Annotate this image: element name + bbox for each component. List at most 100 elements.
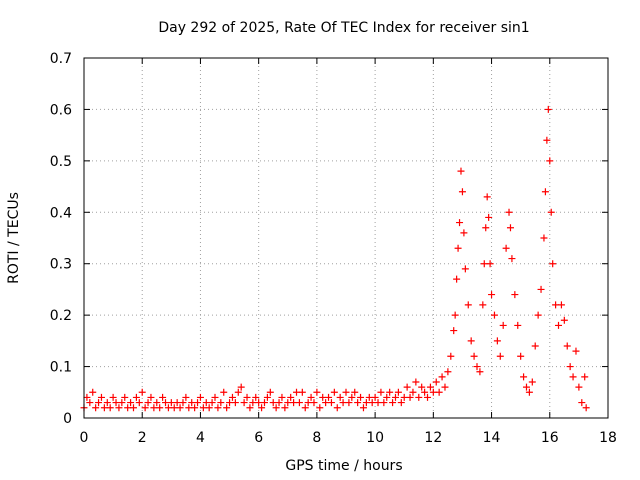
data-point — [258, 404, 266, 412]
x-tick-label: 0 — [80, 430, 89, 446]
data-point — [156, 404, 164, 412]
data-point — [223, 404, 231, 412]
data-point — [121, 393, 129, 401]
data-point — [377, 388, 385, 396]
data-point — [525, 388, 533, 396]
y-tick-label: 0.1 — [50, 360, 72, 376]
data-point — [454, 244, 462, 252]
data-point — [272, 404, 280, 412]
data-point — [159, 393, 167, 401]
data-point — [499, 321, 507, 329]
data-point — [275, 399, 283, 407]
x-tick-label: 10 — [366, 430, 384, 446]
data-point — [95, 399, 103, 407]
data-point — [540, 234, 548, 242]
data-point — [83, 393, 91, 401]
data-point — [506, 224, 514, 232]
data-point — [228, 393, 236, 401]
data-point — [534, 311, 542, 319]
data-point — [435, 388, 443, 396]
x-tick-label: 4 — [196, 430, 205, 446]
data-point — [572, 347, 580, 355]
data-point — [508, 255, 516, 263]
data-point — [351, 388, 359, 396]
data-point — [457, 167, 465, 175]
data-point — [386, 388, 394, 396]
data-point — [310, 399, 318, 407]
data-point — [196, 393, 204, 401]
data-point — [493, 337, 501, 345]
data-point — [129, 404, 137, 412]
data-point — [444, 368, 452, 376]
data-point — [153, 399, 161, 407]
data-point — [569, 373, 577, 381]
data-point — [543, 136, 551, 144]
x-tick-label: 12 — [424, 430, 442, 446]
data-point — [461, 265, 469, 273]
data-point — [246, 404, 254, 412]
data-point — [488, 291, 496, 299]
data-point — [409, 388, 417, 396]
data-point — [397, 399, 405, 407]
data-point — [421, 388, 429, 396]
data-point — [287, 393, 295, 401]
data-point — [394, 388, 402, 396]
data-point — [191, 404, 199, 412]
data-point — [485, 213, 493, 221]
data-point — [295, 399, 303, 407]
data-point — [473, 363, 481, 371]
data-point — [418, 383, 426, 391]
chart-title: Day 292 of 2025, Rate Of TEC Index for r… — [158, 20, 529, 36]
data-point — [520, 373, 528, 381]
data-point — [483, 193, 491, 201]
data-point — [132, 393, 140, 401]
data-point — [447, 352, 455, 360]
data-point — [537, 285, 545, 293]
data-point — [266, 388, 274, 396]
data-point — [426, 383, 434, 391]
x-tick-label: 2 — [138, 430, 147, 446]
data-point — [560, 316, 568, 324]
data-point — [479, 301, 487, 309]
data-point — [307, 393, 315, 401]
x-tick-label: 16 — [541, 430, 559, 446]
data-point — [460, 229, 468, 237]
data-point — [514, 321, 522, 329]
data-point — [415, 393, 423, 401]
x-tick-label: 6 — [254, 430, 263, 446]
data-point — [482, 224, 490, 232]
data-point — [441, 383, 449, 391]
data-point — [486, 260, 494, 268]
data-point — [92, 404, 100, 412]
data-point — [298, 388, 306, 396]
data-point — [359, 404, 367, 412]
data-point — [581, 373, 589, 381]
data-point — [141, 404, 149, 412]
data-point — [467, 337, 475, 345]
data-point — [354, 399, 362, 407]
data-point — [325, 393, 333, 401]
data-point — [205, 404, 213, 412]
data-point — [330, 388, 338, 396]
data-point — [464, 301, 472, 309]
data-point — [115, 404, 123, 412]
data-point — [557, 301, 565, 309]
data-point — [496, 352, 504, 360]
x-axis-label: GPS time / hours — [285, 458, 402, 474]
data-point — [208, 399, 216, 407]
data-point — [127, 399, 135, 407]
data-point — [278, 393, 286, 401]
data-point — [357, 393, 365, 401]
data-point — [342, 388, 350, 396]
data-point — [234, 388, 242, 396]
data-point — [313, 388, 321, 396]
y-tick-label: 0.2 — [50, 308, 72, 324]
data-point — [456, 219, 464, 227]
data-point — [458, 188, 466, 196]
data-point — [406, 393, 414, 401]
data-point — [563, 342, 571, 350]
data-point — [231, 399, 239, 407]
data-points — [80, 105, 590, 412]
x-tick-label: 8 — [312, 430, 321, 446]
data-point — [371, 393, 379, 401]
